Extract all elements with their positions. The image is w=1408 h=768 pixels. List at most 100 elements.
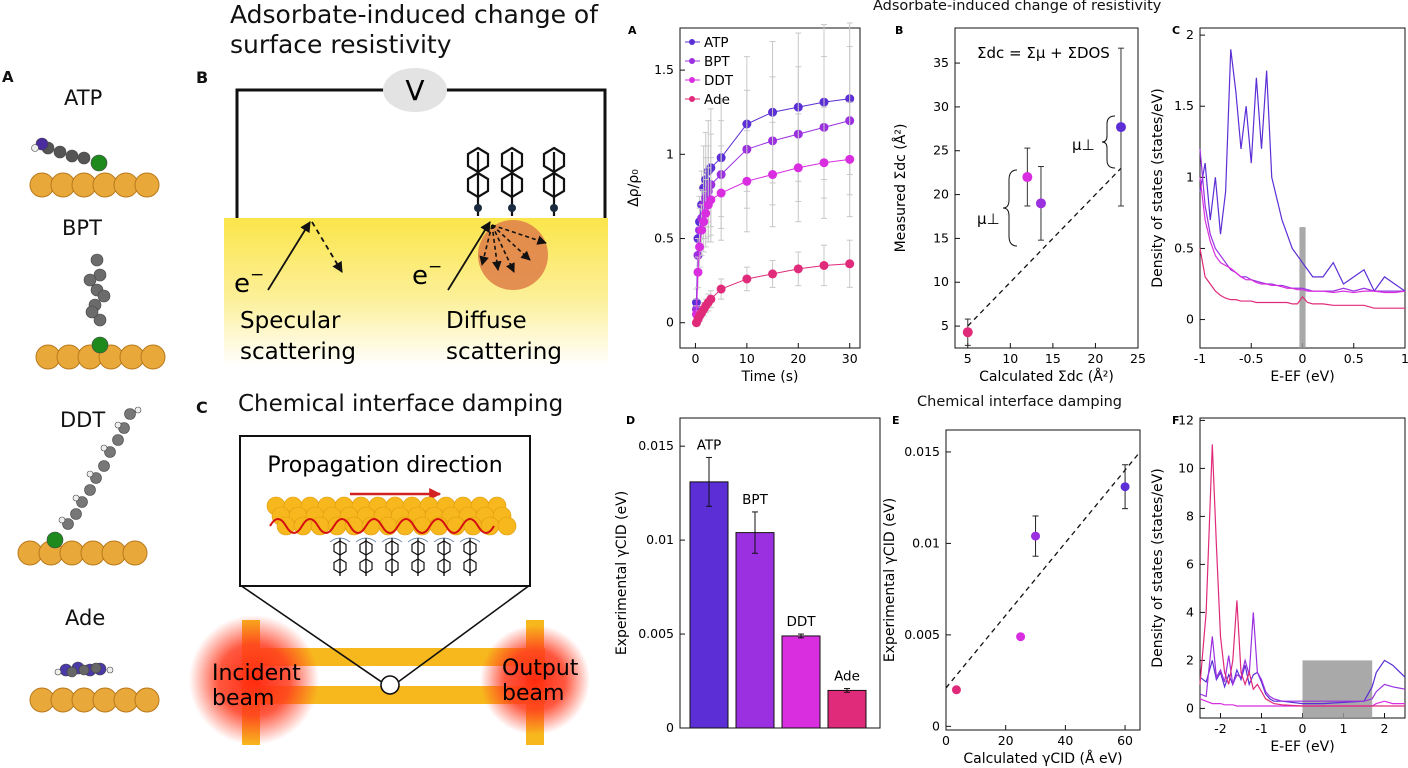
waveguide-bottom — [245, 686, 545, 704]
brace-2 — [1101, 115, 1116, 169]
carbon-atom — [66, 666, 78, 678]
gold-atom — [140, 344, 166, 370]
benzene-ring — [463, 558, 477, 574]
carbon-atom — [77, 151, 91, 165]
field-line — [355, 537, 377, 543]
benzene-ring — [500, 171, 524, 199]
benzene-ring — [333, 540, 347, 556]
gold-atom — [113, 687, 139, 713]
sulfur-atom — [90, 154, 108, 172]
output-beam-text-1: Output — [502, 656, 579, 681]
x-tick-label: 15 — [1045, 351, 1061, 366]
bar — [827, 689, 867, 729]
carbon-atom — [62, 518, 74, 530]
bar — [781, 635, 821, 729]
x-tick-label: 20 — [998, 733, 1014, 748]
y-tick-label: 1.5 — [1174, 98, 1194, 113]
x-axis-label: E-EF (eV) — [1270, 739, 1334, 755]
electron-label-diffuse: e− — [412, 257, 442, 291]
gold-atom — [59, 540, 85, 566]
y-tick-label: 8 — [1186, 508, 1194, 523]
bar-category-label: DDT — [786, 614, 816, 630]
y-tick-label: 5 — [941, 318, 949, 333]
bar-category-label: Ade — [834, 669, 860, 685]
chart-c-density-of-states: C -1 -0.5 0 0.5 1 0 0.5 1 1.5 2 E-EF (eV) Density of… — [1150, 24, 1408, 385]
y-tick-label: 15 — [933, 230, 949, 245]
gold-atom — [113, 172, 139, 198]
data-point — [768, 170, 778, 180]
y-tick-label: 0.01 — [912, 535, 940, 550]
carbon-atom — [76, 496, 88, 508]
schematic-b-label: B — [196, 68, 209, 87]
hydrogen-atom — [100, 444, 108, 452]
data-point — [699, 217, 709, 227]
x-tick-label: 1 — [1401, 351, 1408, 366]
gold-atom — [71, 172, 97, 198]
incident-beam-text-1: Incident — [212, 661, 301, 686]
electron-minus: − — [250, 265, 264, 285]
diffuse-text-1: Diffuse — [446, 308, 527, 334]
x-tick-label: -2 — [1214, 721, 1226, 736]
data-point — [793, 163, 803, 173]
specular-reflection-arrow — [311, 221, 343, 273]
x-axis-label: Calculated γCID (Å eV) — [963, 750, 1122, 767]
carbon-atom — [112, 434, 124, 446]
molecule-label-bpt: BPT — [62, 216, 102, 240]
y-tick-label: 10 — [1178, 460, 1194, 475]
equation: Σdc = Σμ + ΣDOS — [977, 44, 1110, 62]
top-section-title: Adsorbate-induced change of resistivity — [873, 0, 1162, 14]
gold-atom — [50, 172, 76, 198]
sulfur-anchor — [508, 204, 516, 212]
x-tick-label: 0.5 — [1344, 351, 1364, 366]
hydrogen-atom — [31, 144, 39, 152]
x-tick-label: 10 — [739, 351, 755, 366]
x-tick-label: 40 — [1057, 733, 1073, 748]
hydrogen-atom — [58, 516, 66, 524]
gold-atom — [71, 687, 97, 713]
y-axis-label: Density of states (states/eV) — [1150, 468, 1166, 667]
molecule-label-atp: ATP — [64, 86, 103, 110]
fermi-shade — [1302, 660, 1373, 718]
data-point — [845, 154, 855, 164]
x-tick-label: -1 — [1255, 721, 1267, 736]
y-tick-label: 0.5 — [1174, 240, 1194, 255]
legend-marker — [689, 58, 695, 64]
panel-label: D — [626, 414, 635, 427]
gold-atom — [29, 172, 55, 198]
benzene-ring — [542, 171, 566, 199]
chart-a-resistivity-time: A 0 10 20 30 0 0.5 1 1.5 Time (s) Δρ/ρ₀ ATP BPT DDT Ad… — [626, 22, 861, 385]
y-tick-label: 0 — [666, 720, 674, 735]
panel-a-label: A — [2, 68, 14, 86]
legend-marker — [689, 96, 695, 102]
dos-line — [1199, 177, 1406, 294]
x-tick-label: 0 — [691, 351, 699, 366]
carbon-atom — [65, 149, 79, 163]
sulfur-anchor — [474, 204, 482, 212]
data-point — [706, 195, 716, 205]
incident-beam-text-2: beam — [212, 686, 274, 711]
x-tick-label: 1 — [1340, 721, 1348, 736]
circuit-wire — [235, 88, 607, 218]
panel-label: E — [892, 414, 900, 427]
carbon-atom — [90, 472, 102, 484]
data-point — [793, 264, 803, 274]
field-line — [433, 537, 455, 543]
molecule-structures — [17, 137, 166, 713]
incident-electron-arrow — [267, 221, 311, 291]
benzene-ring — [437, 558, 451, 574]
legend-label: Ade — [704, 92, 730, 108]
benzene-ring — [385, 558, 399, 574]
data-point — [693, 267, 703, 277]
carbon-atom — [124, 408, 136, 420]
field-line — [329, 537, 351, 543]
incident-beam-glow — [189, 615, 319, 745]
y-tick-label: 0 — [932, 718, 940, 733]
gold-atom — [29, 687, 55, 713]
bar — [689, 481, 729, 729]
hydrogen-atom — [106, 666, 114, 674]
data-point — [697, 225, 707, 235]
benzene-ring — [437, 540, 451, 556]
bar — [735, 532, 775, 729]
x-tick-label: 2 — [1381, 721, 1389, 736]
x-tick-label: 60 — [1117, 733, 1133, 748]
